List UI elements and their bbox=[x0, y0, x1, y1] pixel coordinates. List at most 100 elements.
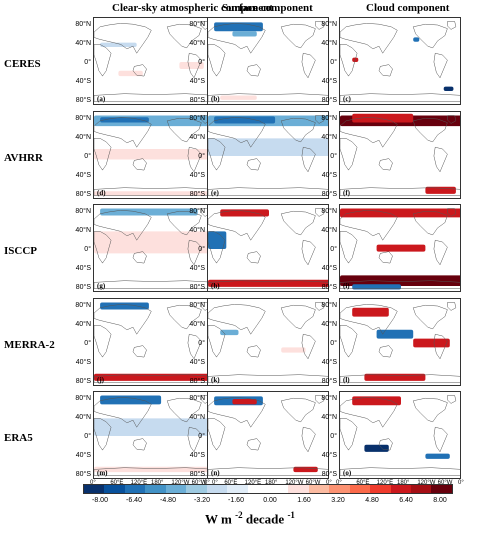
colorbar-tick-label: 3.20 bbox=[331, 497, 345, 504]
latitude-label: 80°S bbox=[189, 471, 205, 478]
latitude-label: 40°S bbox=[321, 172, 337, 179]
anomaly-region bbox=[220, 95, 257, 100]
colorbar-units: W m -2 decade -1 bbox=[205, 510, 295, 527]
colorbar-swatch bbox=[329, 485, 350, 493]
latitude-label: 40°S bbox=[321, 359, 337, 366]
latitude-label: 80°S bbox=[189, 97, 205, 104]
coastline bbox=[94, 280, 214, 289]
coastline bbox=[187, 239, 202, 266]
coastline bbox=[433, 239, 448, 266]
coastline bbox=[94, 93, 214, 102]
colorbar-swatch bbox=[288, 485, 309, 493]
coastline bbox=[208, 467, 328, 476]
longitude-label: 60°E bbox=[110, 480, 124, 486]
coastline bbox=[340, 187, 460, 196]
latitude-label: 80°N bbox=[321, 208, 337, 215]
coastline bbox=[246, 438, 261, 451]
latitude-label: 80°N bbox=[321, 21, 337, 28]
panel-label: (n) bbox=[211, 469, 220, 477]
anomaly-region bbox=[100, 42, 137, 48]
map-panel: (n) bbox=[207, 391, 329, 479]
anomaly-region bbox=[376, 329, 414, 339]
anomaly-region bbox=[352, 307, 389, 317]
latitude-label: 0° bbox=[84, 433, 91, 440]
anomaly-region bbox=[94, 418, 214, 436]
map-panel: (c) bbox=[339, 17, 461, 105]
latitude-label: 0° bbox=[330, 340, 337, 347]
latitude-label: 0° bbox=[330, 246, 337, 253]
longitude-label: 60°W bbox=[191, 480, 207, 486]
colorbar-swatch bbox=[431, 485, 452, 493]
coastline bbox=[301, 426, 316, 453]
latitude-label: 80°N bbox=[189, 395, 205, 402]
coastline bbox=[94, 210, 152, 241]
coastline bbox=[315, 208, 325, 217]
world-map bbox=[94, 115, 214, 196]
longitude-label: 60°W bbox=[305, 480, 321, 486]
anomaly-region bbox=[94, 148, 214, 160]
coastline bbox=[208, 93, 328, 102]
anomaly-region bbox=[94, 373, 214, 381]
anomaly-region bbox=[220, 329, 239, 336]
anomaly-region bbox=[220, 209, 269, 217]
row-label-avhrr: AVHRR bbox=[4, 152, 43, 164]
coastline bbox=[208, 418, 226, 451]
latitude-label: 80°N bbox=[75, 302, 91, 309]
coastline bbox=[187, 146, 202, 173]
coastline bbox=[315, 115, 325, 124]
latitude-label: 40°N bbox=[75, 134, 91, 141]
latitude-label: 40°N bbox=[321, 134, 337, 141]
coastline bbox=[208, 231, 226, 264]
anomaly-region bbox=[232, 31, 257, 37]
map-panel: (m) bbox=[93, 391, 215, 479]
coastline bbox=[301, 52, 316, 79]
longitude-label: 120°W bbox=[171, 480, 190, 486]
coastline bbox=[280, 304, 316, 330]
latitude-label: 40°S bbox=[189, 265, 205, 272]
colorbar-swatch bbox=[104, 485, 125, 493]
coastline bbox=[447, 115, 457, 124]
coastline bbox=[94, 304, 152, 335]
anomaly-region bbox=[281, 347, 306, 353]
coastline bbox=[187, 333, 202, 360]
longitude-label: 0° bbox=[326, 480, 332, 486]
longitude-label: 60°W bbox=[437, 480, 453, 486]
coastline bbox=[94, 187, 214, 196]
coastline bbox=[340, 138, 358, 171]
latitude-label: 80°S bbox=[189, 378, 205, 385]
panel-label: (e) bbox=[211, 189, 219, 197]
coastline bbox=[166, 210, 202, 236]
map-panel: (g) bbox=[93, 204, 215, 292]
coastline bbox=[94, 397, 152, 428]
coastline bbox=[412, 117, 448, 143]
coastline bbox=[412, 23, 448, 49]
coastline bbox=[94, 418, 112, 451]
coastline bbox=[315, 302, 325, 311]
coastline bbox=[433, 146, 448, 173]
longitude-label: 120°E bbox=[376, 480, 394, 486]
coastline bbox=[340, 280, 460, 289]
longitude-label: 0° bbox=[90, 480, 96, 486]
latitude-label: 80°S bbox=[75, 284, 91, 291]
longitude-label: 0° bbox=[204, 480, 210, 486]
latitude-label: 80°N bbox=[189, 302, 205, 309]
coastline bbox=[340, 23, 398, 54]
colorbar-tick-label: 4.80 bbox=[365, 497, 379, 504]
latitude-label: 40°S bbox=[189, 78, 205, 85]
latitude-label: 80°S bbox=[189, 284, 205, 291]
map-panel: (h) bbox=[207, 204, 329, 292]
colorbar-swatch bbox=[84, 485, 105, 493]
coastline bbox=[447, 395, 457, 404]
panel-label: (b) bbox=[211, 95, 220, 103]
anomaly-region bbox=[364, 444, 389, 452]
coastline bbox=[301, 333, 316, 360]
coastline bbox=[433, 426, 448, 453]
panel-label: (m) bbox=[97, 469, 108, 477]
map-panel: (k) bbox=[207, 298, 329, 386]
latitude-label: 0° bbox=[84, 246, 91, 253]
anomaly-region bbox=[100, 395, 162, 405]
colorbar-swatch bbox=[124, 485, 146, 493]
anomaly-region bbox=[94, 191, 214, 196]
coastline bbox=[132, 345, 147, 358]
world-map bbox=[340, 395, 460, 476]
